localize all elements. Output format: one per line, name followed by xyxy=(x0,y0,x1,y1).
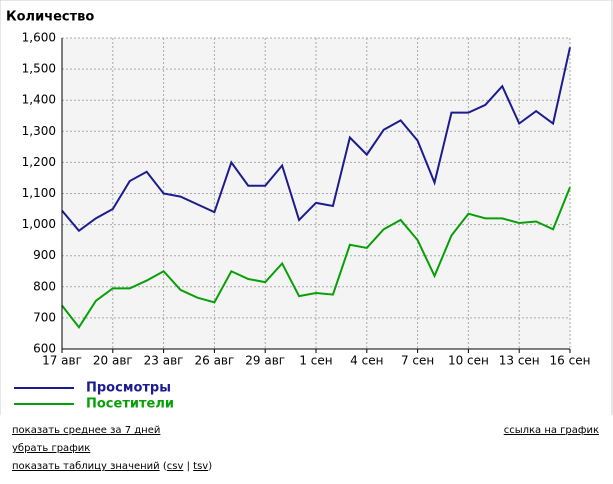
x-tick-label: 29 авг xyxy=(245,354,285,368)
x-tick-label: 10 сен xyxy=(448,354,489,368)
link[interactable]: показать таблицу значений xyxy=(12,461,160,472)
link[interactable]: tsv xyxy=(193,461,209,472)
link[interactable]: показать среднее за 7 дней xyxy=(12,425,161,436)
link-remove[interactable]: убрать график xyxy=(12,443,90,454)
x-tick-label: 16 сен xyxy=(550,354,591,368)
x-tick-label: 26 авг xyxy=(194,354,234,368)
y-tick-label: 1,400 xyxy=(22,93,56,107)
y-tick-label: 900 xyxy=(33,248,56,262)
legend-label: Просмотры xyxy=(86,381,171,396)
x-tick-label: 13 сен xyxy=(499,354,540,368)
x-tick-label: 4 сен xyxy=(350,354,383,368)
y-tick-label: 700 xyxy=(33,310,56,324)
x-tick-label: 23 авг xyxy=(144,354,184,368)
link-table: показать таблицу значений (csv | tsv) xyxy=(12,461,212,472)
chart: Количество 600 700 800 900 1,000 1,100 1,200 1,… xyxy=(0,0,613,415)
punct: | xyxy=(186,461,190,472)
y-tick-label: 1,600 xyxy=(22,31,56,45)
y-tick-label: 1,200 xyxy=(22,155,56,169)
legend-label: Посетители xyxy=(86,397,174,412)
link[interactable]: убрать график xyxy=(12,443,91,454)
x-tick-label: 20 авг xyxy=(93,354,133,368)
link-permalink[interactable]: ссылка на график xyxy=(504,425,599,436)
y-tick-label: 1,500 xyxy=(22,62,56,76)
punct: ) xyxy=(208,461,213,472)
link[interactable]: csv xyxy=(166,461,184,472)
chart-title: Количество xyxy=(6,10,94,25)
series-line xyxy=(61,186,571,329)
punct: ( xyxy=(162,461,167,472)
frame xyxy=(0,0,613,415)
y-tick-label: 1,300 xyxy=(22,124,56,138)
link[interactable]: ссылка на график xyxy=(503,425,599,436)
y-tick-label: 1,100 xyxy=(22,186,56,200)
y-tick-label: 800 xyxy=(33,279,56,293)
x-tick-label: 7 сен xyxy=(401,354,434,368)
x-tick-label: 17 авг xyxy=(42,354,82,368)
y-tick-label: 1,000 xyxy=(22,217,56,231)
link-average[interactable]: показать среднее за 7 дней xyxy=(12,425,160,436)
y-tick-label: 600 xyxy=(33,342,56,356)
x-tick-label: 1 сен xyxy=(299,354,332,368)
series-line xyxy=(61,47,571,233)
